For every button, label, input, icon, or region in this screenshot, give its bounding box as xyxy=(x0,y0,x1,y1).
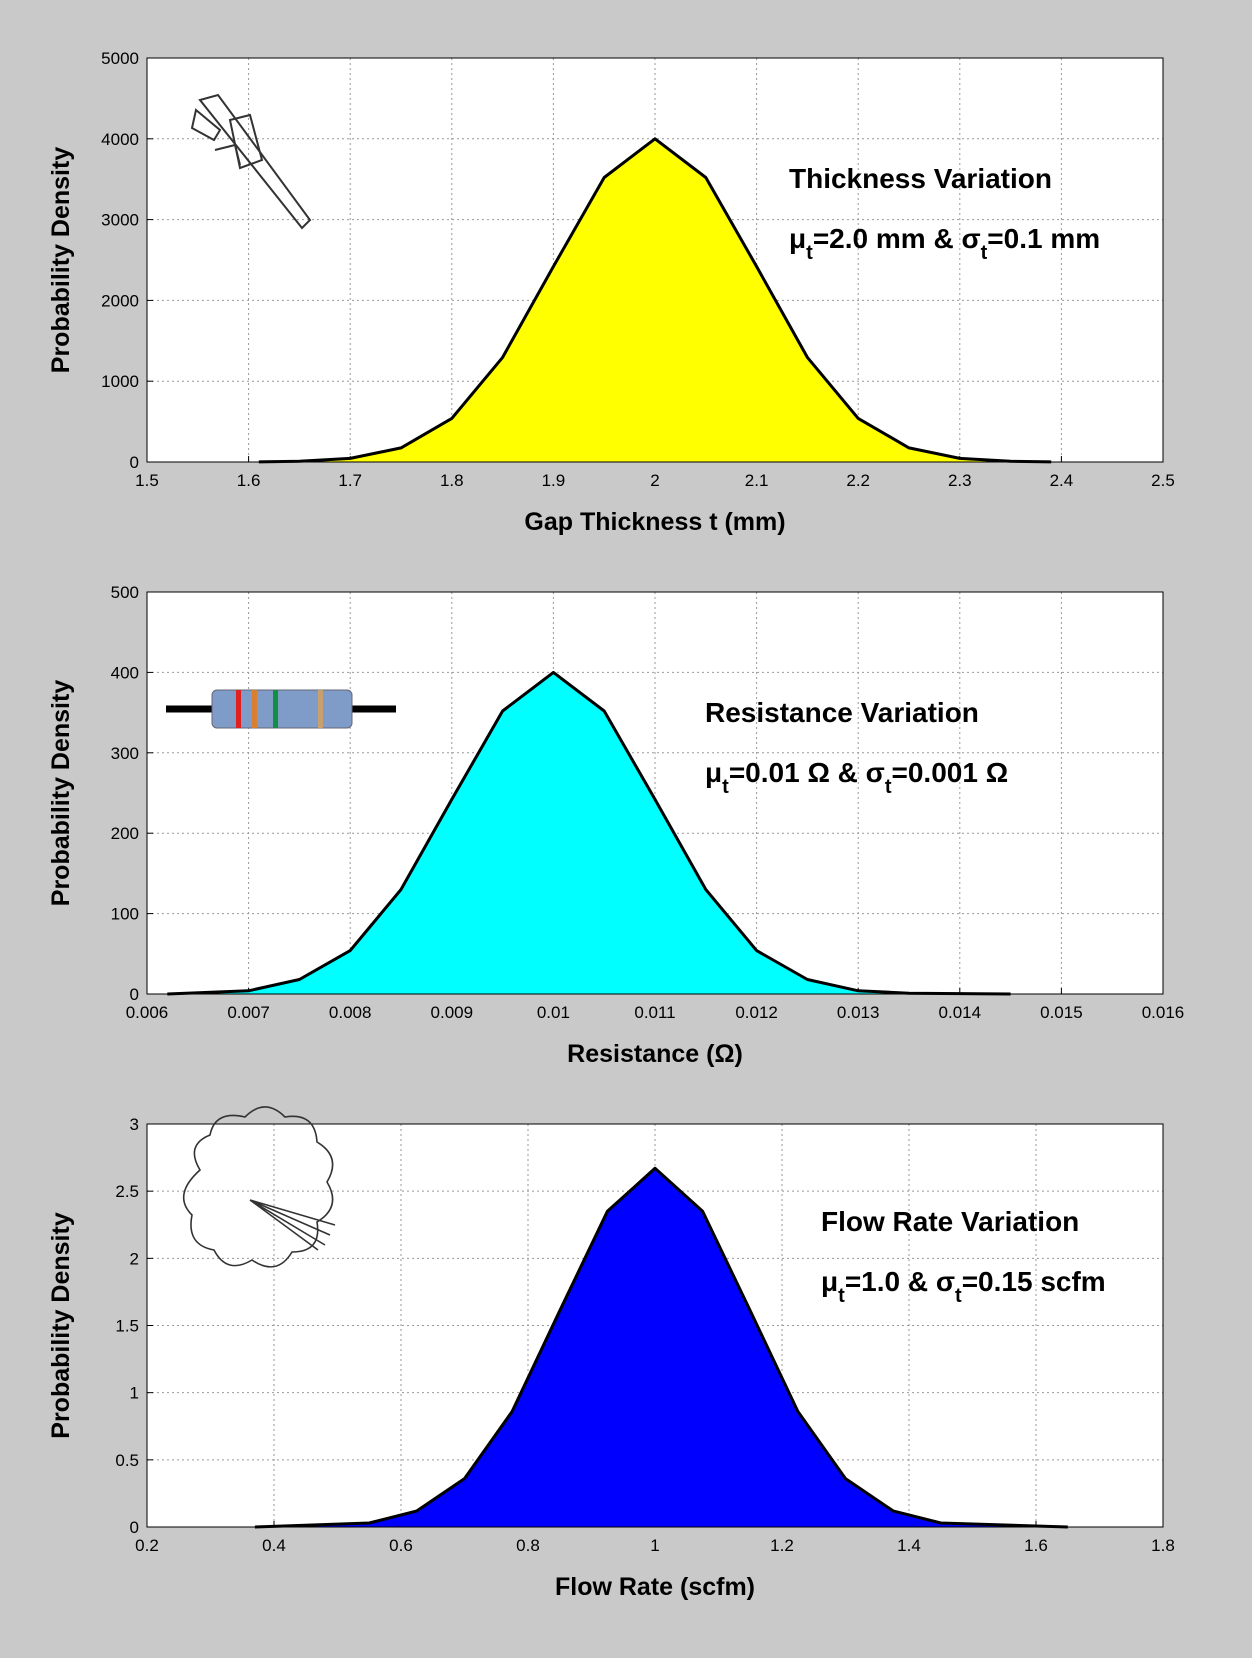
x-tick-label: 2.4 xyxy=(1050,471,1074,490)
plot-frame xyxy=(146,57,1164,463)
annotation-stats: μt=2.0 mm & σt=0.1 mm xyxy=(789,223,1100,264)
x-tick-label: 0.01 xyxy=(537,1003,570,1022)
x-tick-label: 0.012 xyxy=(735,1003,778,1022)
x-tick-label: 2.1 xyxy=(745,471,769,490)
subscript: t xyxy=(955,1285,962,1307)
subscript: t xyxy=(885,776,892,798)
subscript: t xyxy=(981,242,988,264)
x-tick-label: 0.008 xyxy=(329,1003,372,1022)
stats-text: =1.0 & σ xyxy=(845,1266,955,1297)
annotation-title: Thickness Variation xyxy=(789,163,1052,194)
stats-text: μ xyxy=(705,757,722,788)
x-axis-label: Gap Thickness t (mm) xyxy=(524,508,785,536)
y-tick-label: 3000 xyxy=(101,211,139,230)
annotation-title: Flow Rate Variation xyxy=(821,1206,1079,1237)
y-tick-label: 0.5 xyxy=(115,1451,139,1470)
y-tick-label: 5000 xyxy=(101,49,139,68)
x-tick-label: 1.6 xyxy=(237,471,261,490)
x-tick-label: 0.013 xyxy=(837,1003,880,1022)
y-tick-label: 1000 xyxy=(101,372,139,391)
y-tick-label: 4000 xyxy=(101,130,139,149)
x-axis-label: Resistance (Ω) xyxy=(567,1040,743,1068)
x-tick-label: 0.006 xyxy=(126,1003,169,1022)
x-tick-label: 1.7 xyxy=(338,471,362,490)
x-tick-label: 0.011 xyxy=(634,1003,675,1022)
x-tick-label: 2.5 xyxy=(1151,471,1175,490)
stats-text: =0.01 Ω & σ xyxy=(729,757,885,788)
x-tick-label: 0.4 xyxy=(262,1536,286,1555)
x-tick-label: 1.2 xyxy=(770,1536,794,1555)
caliper-icon xyxy=(190,93,312,230)
plot: 1.5 1.6 1.7 1.8 1.9 2 2.1 2.2 2.3 2.4 2.5 0 1000 2000… xyxy=(47,49,1175,536)
y-axis-label: Probability Density xyxy=(47,1212,75,1439)
annotation-stats: μt=1.0 & σt=0.15 scfm xyxy=(821,1266,1106,1307)
stats-text: μ xyxy=(821,1266,838,1297)
y-tick-label: 300 xyxy=(111,744,139,763)
subscript: t xyxy=(722,776,729,798)
plot: 0.006 0.007 0.008 0.009 0.01 0.011 0.012 0.013 0… xyxy=(47,583,1184,1068)
x-tick-label: 0.016 xyxy=(1142,1003,1185,1022)
y-tick-label: 0 xyxy=(130,453,139,472)
cloud-icon xyxy=(182,1106,336,1268)
y-tick-label: 400 xyxy=(111,663,139,682)
x-tick-label: 0.8 xyxy=(516,1536,540,1555)
x-tick-label: 1.4 xyxy=(897,1536,921,1555)
stats-text: =0.15 scfm xyxy=(962,1266,1106,1297)
x-tick-label: 0.2 xyxy=(135,1536,159,1555)
x-tick-label: 1.8 xyxy=(1151,1536,1175,1555)
y-tick-label: 200 xyxy=(111,824,139,843)
x-axis-label: Flow Rate (scfm) xyxy=(555,1573,755,1601)
y-tick-label: 0 xyxy=(130,1518,139,1537)
annotation-stats: μt=0.01 Ω & σt=0.001 Ω xyxy=(705,757,1008,798)
y-tick-label: 2 xyxy=(130,1249,139,1268)
plot-frame xyxy=(146,1123,1164,1528)
x-tick-label: 0.015 xyxy=(1040,1003,1083,1022)
y-tick-label: 0 xyxy=(130,985,139,1004)
density-area xyxy=(258,137,1052,464)
x-tick-label: 1.8 xyxy=(440,471,464,490)
x-tick-label: 0.6 xyxy=(389,1536,413,1555)
x-tick-label: 0.014 xyxy=(939,1003,982,1022)
plot: 0.2 0.4 0.6 0.8 1 1.2 1.4 1.6 1.8 0 0.5 1 1.5 2 2.5 3 Fl… xyxy=(47,1115,1175,1601)
y-axis-label: Probability Density xyxy=(47,680,75,907)
plot-frame xyxy=(146,591,1164,995)
resistor-icon xyxy=(166,689,396,729)
x-tick-label: 0.009 xyxy=(431,1003,474,1022)
stats-text: =2.0 mm & σ xyxy=(813,223,981,254)
y-tick-label: 500 xyxy=(111,583,139,602)
y-tick-label: 3 xyxy=(130,1115,139,1134)
annotation-title: Resistance Variation xyxy=(705,697,979,728)
x-tick-label: 1 xyxy=(650,1536,659,1555)
y-tick-label: 2000 xyxy=(101,291,139,310)
y-tick-label: 1 xyxy=(130,1384,139,1403)
y-tick-label: 1.5 xyxy=(115,1317,139,1336)
stats-text: =0.001 Ω xyxy=(892,757,1009,788)
subscript: t xyxy=(806,242,813,264)
x-tick-label: 2.3 xyxy=(948,471,972,490)
plots: 1.5 1.6 1.7 1.8 1.9 2 2.1 2.2 2.3 2.4 2.5010002000… xyxy=(47,49,1184,1601)
x-tick-label: 2.2 xyxy=(846,471,870,490)
y-tick-label: 2.5 xyxy=(115,1182,139,1201)
stats-text: μ xyxy=(789,223,806,254)
x-tick-label: 1.5 xyxy=(135,471,159,490)
stats-text: =0.1 mm xyxy=(987,223,1100,254)
subscript: t xyxy=(838,1285,845,1307)
x-tick-label: 2 xyxy=(650,471,659,490)
y-tick-label: 100 xyxy=(111,905,139,924)
x-tick-label: 1.9 xyxy=(542,471,566,490)
x-tick-label: 0.007 xyxy=(227,1003,270,1022)
density-area xyxy=(254,1166,1068,1529)
x-tick-label: 1.6 xyxy=(1024,1536,1048,1555)
y-axis-label: Probability Density xyxy=(47,147,75,374)
density-area xyxy=(167,670,1011,996)
